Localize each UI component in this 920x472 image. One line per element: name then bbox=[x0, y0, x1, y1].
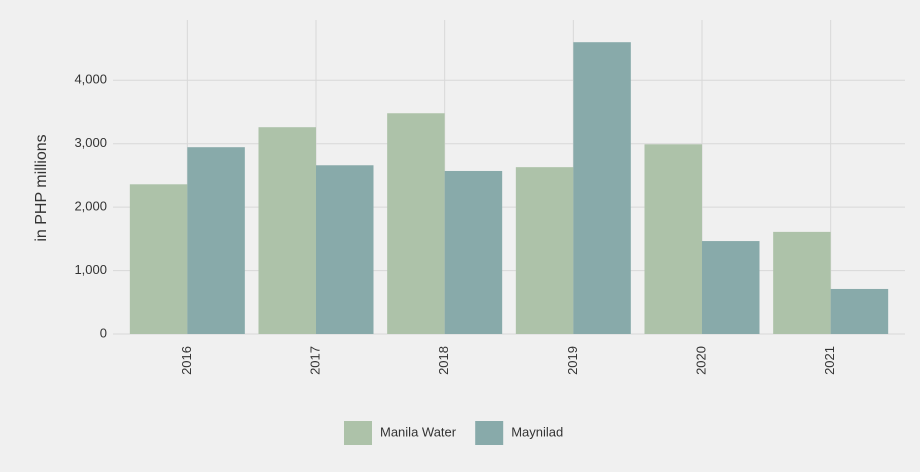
bar bbox=[387, 113, 445, 335]
x-tick-label: 2016 bbox=[179, 346, 194, 375]
bar bbox=[258, 127, 316, 334]
bar bbox=[515, 167, 574, 334]
bar bbox=[573, 42, 631, 334]
x-tick-label: 2019 bbox=[565, 346, 580, 375]
y-tick-label: 1,000 bbox=[74, 262, 107, 277]
bar bbox=[129, 184, 188, 334]
legend-label: Maynilad bbox=[511, 424, 563, 439]
x-tick-label: 2020 bbox=[693, 346, 708, 375]
legend-swatch bbox=[344, 421, 372, 445]
bar bbox=[444, 170, 503, 334]
y-tick-label: 0 bbox=[100, 325, 107, 340]
bar bbox=[830, 288, 889, 334]
x-tick-label: 2017 bbox=[307, 346, 322, 375]
x-tick-label: 2021 bbox=[822, 346, 837, 375]
x-tick-label: 2018 bbox=[436, 346, 451, 375]
y-tick-label: 2,000 bbox=[74, 199, 107, 214]
legend-label: Manila Water bbox=[380, 424, 457, 439]
bar bbox=[187, 147, 245, 334]
y-tick-label: 4,000 bbox=[74, 72, 107, 87]
bar bbox=[702, 241, 760, 334]
legend-swatch bbox=[475, 421, 504, 445]
y-axis-label: in PHP millions bbox=[33, 134, 50, 241]
bar bbox=[773, 231, 831, 334]
bar bbox=[644, 144, 702, 334]
y-tick-label: 3,000 bbox=[74, 135, 107, 150]
bar bbox=[316, 165, 374, 334]
